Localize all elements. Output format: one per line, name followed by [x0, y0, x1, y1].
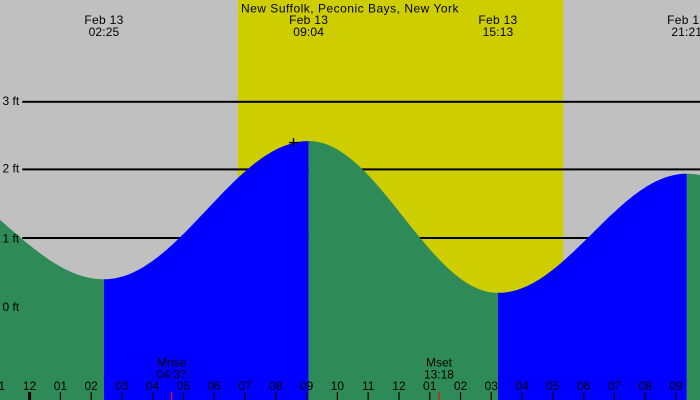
- svg-text:13:18: 13:18: [424, 367, 454, 381]
- svg-text:Feb 13: Feb 13: [84, 13, 123, 27]
- svg-text:11: 11: [0, 379, 5, 393]
- svg-text:12: 12: [392, 379, 406, 393]
- svg-text:04:37: 04:37: [157, 367, 187, 381]
- svg-text:08: 08: [269, 379, 283, 393]
- svg-text:Feb 13: Feb 13: [667, 13, 700, 27]
- svg-text:01: 01: [54, 379, 68, 393]
- svg-text:09: 09: [300, 379, 314, 393]
- svg-text:07: 07: [238, 379, 252, 393]
- svg-text:Feb 13: Feb 13: [289, 13, 328, 27]
- svg-text:Feb 13: Feb 13: [478, 13, 517, 27]
- svg-text:08: 08: [639, 379, 653, 393]
- svg-text:15:13: 15:13: [483, 25, 514, 39]
- svg-text:02: 02: [454, 379, 468, 393]
- svg-text:12: 12: [23, 379, 37, 393]
- svg-text:Mrise: Mrise: [157, 355, 187, 369]
- svg-text:07: 07: [608, 379, 622, 393]
- svg-text:03: 03: [115, 379, 129, 393]
- svg-text:06: 06: [208, 379, 222, 393]
- svg-text:05: 05: [177, 379, 191, 393]
- svg-text:11: 11: [362, 379, 375, 393]
- svg-text:3 ft: 3 ft: [3, 94, 20, 108]
- svg-text:04: 04: [146, 379, 160, 393]
- svg-text:03: 03: [485, 379, 499, 393]
- svg-text:New Suffolk, Peconic Bays, New: New Suffolk, Peconic Bays, New York: [241, 1, 460, 15]
- svg-text:05: 05: [546, 379, 560, 393]
- svg-text:Mset: Mset: [426, 355, 453, 369]
- svg-text:02:25: 02:25: [89, 25, 120, 39]
- svg-text:2 ft: 2 ft: [3, 162, 20, 176]
- svg-text:04: 04: [515, 379, 529, 393]
- svg-text:09:04: 09:04: [293, 25, 324, 39]
- svg-text:1 ft: 1 ft: [3, 231, 20, 245]
- svg-text:01: 01: [423, 379, 437, 393]
- svg-text:06: 06: [577, 379, 591, 393]
- svg-text:21:21: 21:21: [671, 25, 700, 39]
- svg-text:02: 02: [84, 379, 98, 393]
- svg-text:0 ft: 0 ft: [3, 300, 20, 314]
- svg-text:09: 09: [669, 379, 683, 393]
- svg-text:10: 10: [331, 379, 345, 393]
